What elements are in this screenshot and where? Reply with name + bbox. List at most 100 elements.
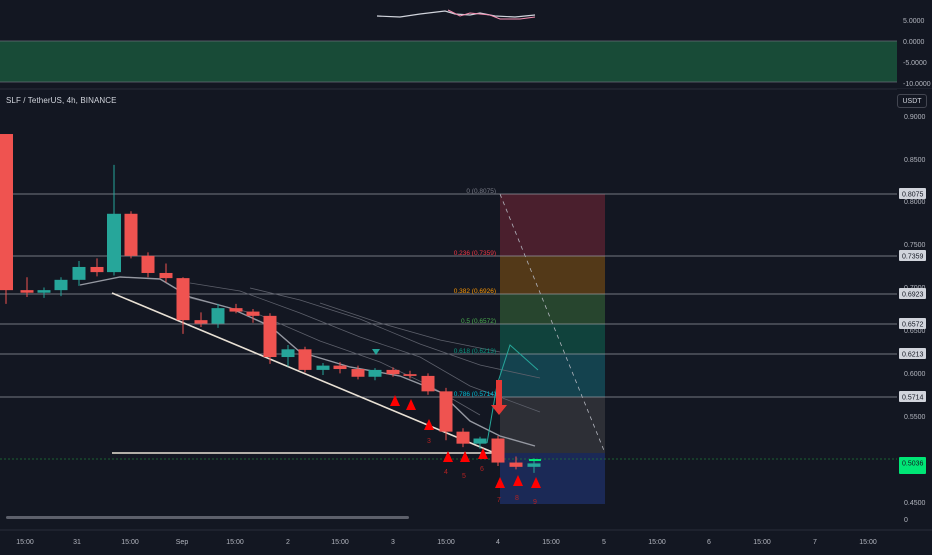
up-triangle-icon — [478, 448, 488, 459]
candle-body — [159, 272, 173, 279]
symbol-legend: SLF / TetherUS, 4h, BINANCE — [6, 96, 117, 105]
candle-body — [107, 213, 121, 273]
candle-body — [386, 369, 400, 375]
time-axis-label: 3 — [391, 539, 395, 546]
candle-body — [421, 375, 435, 392]
price-badge-value: 0.6923 — [902, 292, 924, 299]
fib-level-label: 0.786 (0.5714) — [454, 391, 496, 398]
fib-retracement[interactable] — [499, 193, 606, 504]
indicator-axis-label: -5.0000 — [903, 60, 927, 67]
candle — [90, 258, 104, 277]
indicator-band — [0, 41, 897, 82]
fib-level-label: 0.236 (0.7359) — [454, 250, 496, 257]
candle — [333, 362, 347, 374]
time-axis-label: 2 — [286, 539, 290, 546]
price-badge-value: 0.6572 — [902, 322, 924, 329]
up-triangle-icon — [531, 477, 541, 488]
candles-layer — [0, 134, 541, 473]
price-badge: 0.6572 — [899, 318, 926, 329]
candle — [351, 365, 365, 380]
sell-signal-markers — [372, 349, 507, 415]
currency-button[interactable]: USDT — [897, 94, 927, 108]
time-axis-label: 15:00 — [331, 539, 349, 546]
fib-level-label: 0.382 (0.6926) — [454, 288, 496, 295]
candle-body — [368, 369, 382, 377]
candle-body — [509, 462, 523, 467]
time-axis-label: 31 — [73, 539, 81, 546]
price-axis-label: 0.6500 — [904, 328, 926, 335]
candle — [421, 373, 435, 395]
price-badge: 0.5036 — [899, 457, 926, 474]
time-axis-label: 7 — [813, 539, 817, 546]
price-axis-label: 0.5500 — [904, 414, 926, 421]
count-label: 5 — [462, 473, 466, 480]
time-axis-label: 5 — [602, 539, 606, 546]
time-scrollbar[interactable] — [6, 516, 409, 519]
time-axis-label: 15:00 — [648, 539, 666, 546]
candle — [72, 260, 86, 286]
indicator-axis-label: 0.0000 — [903, 39, 925, 46]
candle-body — [281, 349, 295, 358]
indicator-line — [376, 10, 536, 18]
descending-trendline[interactable] — [111, 292, 498, 455]
projection-arrow[interactable] — [486, 344, 539, 444]
price-badge: 0.6923 — [899, 288, 926, 299]
price-axis-label: 0 — [904, 517, 908, 524]
count-label: 8 — [515, 495, 519, 502]
time-axis-label: 15:00 — [226, 539, 244, 546]
time-axis[interactable]: 15:00 31 15:00 Sep 15:00 2 15:00 3 15:00 4 15:00 5 1… — [16, 539, 877, 546]
time-axis-label: 15:00 — [859, 539, 877, 546]
price-badge: 0.6213 — [899, 348, 926, 359]
candle — [263, 313, 277, 364]
candle — [211, 303, 225, 328]
count-label: 4 — [444, 469, 448, 476]
candle — [316, 363, 330, 376]
price-badge-value: 0.6213 — [902, 352, 924, 359]
count-label: 9 — [533, 499, 537, 506]
candle-body — [176, 278, 190, 321]
up-triangle-icon — [460, 451, 470, 462]
candle — [473, 436, 487, 449]
candle-body — [351, 369, 365, 377]
trendlines[interactable] — [111, 292, 498, 455]
time-axis-label: 15:00 — [753, 539, 771, 546]
candle — [456, 428, 470, 448]
price-badge: 0.7359 — [899, 250, 926, 261]
projection-path[interactable] — [486, 344, 539, 444]
price-badge-value: 0.5036 — [902, 461, 924, 468]
candle-body — [527, 463, 541, 467]
candle — [141, 252, 155, 278]
price-axis-label: 0.7500 — [904, 242, 926, 249]
candle — [124, 211, 138, 259]
fib-level-label: 0 (0.8075) — [466, 188, 496, 195]
candle-body — [0, 134, 13, 291]
candle — [281, 345, 295, 367]
time-axis-label: 6 — [707, 539, 711, 546]
candle — [509, 456, 523, 470]
price-axis-label: 0.4500 — [904, 500, 926, 507]
candle-body — [229, 308, 243, 312]
candle-body — [20, 290, 34, 293]
time-axis-label: Sep — [176, 539, 189, 546]
candle-body — [211, 308, 225, 324]
candle — [194, 312, 208, 328]
candle — [439, 387, 453, 441]
up-triangle-icon — [424, 419, 434, 430]
price-badge: 0.5714 — [899, 391, 926, 402]
candle-body — [316, 365, 330, 370]
candle-body — [54, 279, 68, 291]
candle — [298, 346, 312, 373]
count-label: 7 — [497, 497, 501, 504]
candle-body — [333, 365, 347, 370]
up-triangle-icon — [495, 477, 505, 488]
candle — [159, 263, 173, 283]
candle — [386, 367, 400, 377]
candle — [403, 370, 417, 379]
candle-body — [491, 438, 505, 463]
fib-level-label: 0.5 (0.6572) — [461, 318, 496, 325]
candle-body — [263, 315, 277, 358]
time-axis-label: 15:00 — [16, 539, 34, 546]
price-badge-value: 0.7359 — [902, 254, 924, 261]
